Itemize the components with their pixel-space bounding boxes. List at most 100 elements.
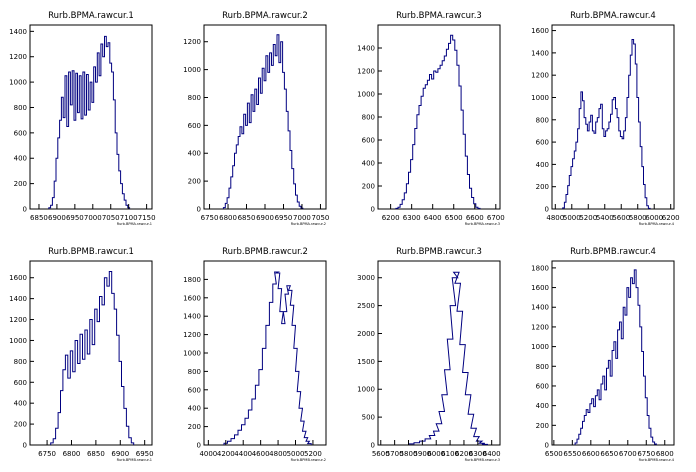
y-tick-label: 400	[536, 402, 549, 410]
histogram-series	[50, 271, 135, 445]
plot-frame	[29, 24, 153, 210]
histogram-panel: Rurb.BPMA.rawcur.1 0 200 400 600 800 1000 1200 1…	[9, 11, 155, 226]
x-tick-label: 4200	[217, 450, 235, 458]
x-tick-label: 6950	[275, 214, 293, 222]
y-tick-label: 600	[188, 386, 201, 394]
y-tick-label: 400	[536, 161, 549, 169]
x-tick-label: 4800	[269, 450, 287, 458]
x-tick-label: 6850	[87, 450, 105, 458]
x-tick-label: 6400	[483, 450, 501, 458]
x-tick-label: 5600	[612, 214, 630, 222]
plot-frame	[551, 24, 675, 210]
x-tick-label: 6200	[382, 214, 400, 222]
y-tick-label: 1000	[183, 350, 201, 358]
y-tick-label: 2500	[357, 302, 375, 310]
y-tick-label: 1400	[357, 45, 375, 53]
y-tick-label: 1400	[9, 28, 27, 36]
y-tick-label: 1200	[183, 331, 201, 339]
y-tick-label: 400	[362, 160, 375, 168]
y-tick-label: 500	[362, 414, 375, 422]
y-tick-label: 1000	[183, 66, 201, 74]
chart-title: Rurb.BPMA.rawcur.3	[396, 11, 482, 21]
x-tick-label: 6600	[582, 450, 600, 458]
y-tick-label: 1400	[9, 295, 27, 303]
chart-title: Rurb.BPMA.rawcur.1	[48, 11, 134, 21]
plot-frame	[377, 24, 501, 210]
x-tick-label: 6900	[111, 450, 129, 458]
x-axis-title: Rurb.BPMB.rawcur.2	[291, 458, 326, 462]
y-tick-label: 0	[23, 442, 27, 450]
y-tick-label: 400	[14, 400, 27, 408]
y-tick-label: 400	[188, 405, 201, 413]
y-tick-label: 200	[536, 183, 549, 191]
y-tick-label: 1400	[183, 313, 201, 321]
y-tick-label: 600	[188, 122, 201, 130]
x-tick-label: 5700	[386, 450, 404, 458]
y-tick-label: 1600	[531, 284, 549, 292]
y-tick-label: 1000	[9, 79, 27, 87]
y-tick-label: 1600	[531, 27, 549, 35]
chart-title: Rurb.BPMA.rawcur.2	[222, 11, 308, 21]
x-tick-label: 6200	[662, 214, 680, 222]
x-tick-label: 6800	[656, 450, 674, 458]
y-tick-label: 1600	[9, 274, 27, 282]
x-axis-title: Rurb.BPMA.rawcur.3	[465, 222, 500, 226]
x-tick-label: 4800	[546, 214, 564, 222]
plot-frame	[29, 260, 153, 446]
chart-title: Rurb.BPMB.rawcur.4	[570, 247, 656, 257]
y-tick-label: 1000	[357, 386, 375, 394]
chart-title: Rurb.BPMA.rawcur.4	[570, 11, 656, 21]
x-axis-title: Rurb.BPMA.rawcur.4	[639, 222, 675, 226]
x-tick-label: 5400	[596, 214, 614, 222]
y-tick-label: 600	[14, 129, 27, 137]
y-tick-label: 0	[545, 206, 549, 214]
histogram-series	[222, 34, 304, 209]
x-tick-label: 6500	[545, 450, 563, 458]
histogram-series	[562, 39, 651, 209]
x-tick-label: 6950	[66, 214, 84, 222]
x-tick-label: 5000	[563, 214, 581, 222]
x-axis-title: Rurb.BPMB.rawcur.3	[465, 458, 500, 462]
x-tick-label: 6100	[441, 450, 459, 458]
y-tick-label: 200	[188, 423, 201, 431]
y-tick-label: 1400	[531, 304, 549, 312]
plot-frame	[377, 260, 501, 446]
x-tick-label: 6300	[469, 450, 487, 458]
histogram-series	[48, 35, 131, 209]
y-tick-label: 1000	[9, 337, 27, 345]
x-tick-label: 6650	[600, 450, 618, 458]
x-tick-label: 7000	[293, 214, 311, 222]
y-tick-label: 200	[14, 180, 27, 188]
x-tick-label: 4000	[199, 450, 217, 458]
y-tick-label: 800	[188, 94, 201, 102]
y-tick-label: 600	[536, 382, 549, 390]
plot-frame	[203, 24, 327, 210]
y-tick-label: 1000	[531, 343, 549, 351]
y-tick-label: 0	[371, 206, 375, 214]
x-tick-label: 6900	[48, 214, 66, 222]
x-tick-label: 5200	[579, 214, 597, 222]
x-tick-label: 6700	[619, 450, 637, 458]
x-tick-label: 5200	[304, 450, 322, 458]
x-tick-label: 4600	[252, 450, 270, 458]
y-tick-label: 800	[14, 104, 27, 112]
y-tick-label: 600	[536, 139, 549, 147]
chart-title: Rurb.BPMB.rawcur.2	[222, 247, 308, 257]
x-axis-title: Rurb.BPMB.rawcur.1	[117, 458, 152, 462]
histogram-panel: Rurb.BPMB.rawcur.4 0 200 400 600 800 1000 1200 1…	[531, 247, 675, 462]
histogram-panel: Rurb.BPMB.rawcur.3 0 500 1000 1500 2000 2500 30…	[357, 247, 500, 462]
y-tick-label: 1400	[531, 49, 549, 57]
histogram-series	[223, 271, 312, 445]
y-tick-label: 600	[362, 137, 375, 145]
y-tick-label: 2000	[357, 330, 375, 338]
histogram-panel: Rurb.BPMA.rawcur.3 0 200 400 600 800 1000 1200 1…	[357, 11, 505, 226]
y-tick-label: 1200	[183, 38, 201, 46]
histogram-series	[574, 269, 657, 445]
x-tick-label: 6600	[466, 214, 484, 222]
x-tick-label: 6750	[38, 450, 56, 458]
histogram-panel: Rurb.BPMA.rawcur.4 0 200 400 600 800 1000 1200 1…	[531, 11, 679, 226]
y-tick-label: 200	[188, 178, 201, 186]
histogram-panel: Rurb.BPMB.rawcur.1 0 200 400 600 800 1000 1200 1…	[9, 247, 153, 462]
plot-frame	[551, 260, 675, 446]
